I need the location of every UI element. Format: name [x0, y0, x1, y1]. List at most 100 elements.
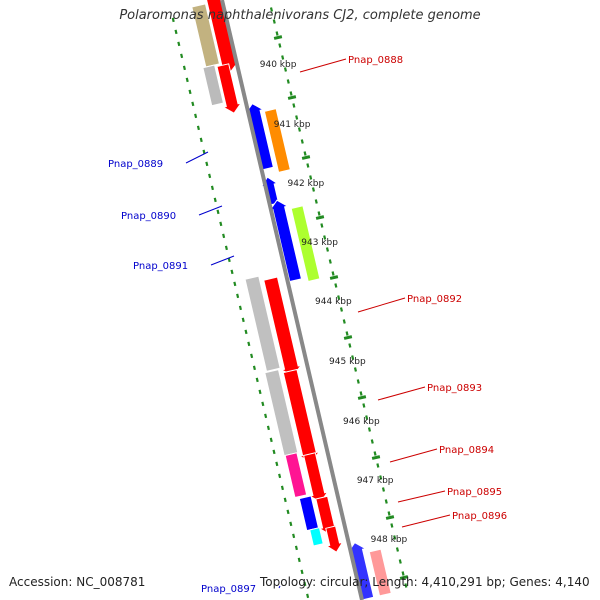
tick-dot — [244, 329, 248, 335]
tick-dot — [182, 65, 186, 71]
tick-dot — [348, 343, 352, 348]
tick-dot — [216, 209, 220, 215]
tick-dot — [295, 115, 299, 120]
tick-dot — [219, 221, 223, 227]
tick-dot — [283, 67, 288, 72]
genome-backbone — [220, 0, 364, 600]
tick-dot — [384, 499, 388, 504]
tick-dot — [404, 583, 408, 588]
tick-dot — [351, 355, 355, 360]
tick-dot — [356, 379, 360, 384]
tick-dot — [210, 185, 214, 191]
tick-dot — [199, 137, 203, 143]
tick-dot — [278, 473, 282, 479]
kbp-label: 940 kbp — [260, 60, 297, 70]
tick-dot — [272, 449, 276, 455]
gene-feature — [284, 452, 308, 499]
gene-feature — [368, 548, 392, 597]
tick-dot — [188, 89, 192, 95]
gene-label: Pnap_0896 — [452, 511, 507, 522]
tick-dot — [258, 389, 262, 395]
tick-dot — [379, 475, 383, 480]
kbp-label: 946 kbp — [343, 417, 380, 427]
gene-feature — [325, 525, 344, 553]
kbp-label: 944 kbp — [315, 297, 352, 307]
tick-dot — [401, 571, 405, 576]
tick-dot — [269, 437, 273, 443]
kbp-label: 945 kbp — [329, 357, 366, 367]
tick-dot — [283, 497, 287, 503]
backbone-line — [220, 0, 364, 600]
tick-dot — [331, 271, 335, 276]
tick-dot — [294, 545, 298, 551]
tick-dot — [317, 211, 321, 216]
tick-dot — [278, 43, 282, 48]
tick-dot — [205, 161, 209, 167]
tick-dot — [314, 199, 318, 204]
tick-dot — [303, 151, 307, 156]
tick-dot — [222, 233, 226, 239]
tick-dot — [196, 125, 200, 131]
tick-dot — [255, 377, 259, 383]
tick-dot — [328, 259, 332, 264]
tick-dot — [250, 353, 254, 359]
tick-dot — [264, 413, 268, 419]
tick-dot — [300, 139, 304, 144]
tick-dot — [185, 77, 189, 83]
gene-feature — [309, 527, 324, 547]
label-leader — [357, 297, 406, 313]
tick-dot — [292, 103, 296, 108]
tick-dot — [171, 17, 175, 23]
kbp-scale: 940 kbp 941 kbp 942 kbp 943 kbp 944 kbp 945 k… — [260, 60, 408, 545]
tick-dot — [286, 509, 290, 515]
gene-label: Pnap_0889 — [108, 159, 163, 170]
label-leader — [377, 386, 426, 401]
tick-dot — [306, 163, 310, 168]
major-tick — [343, 335, 353, 340]
tick-dot — [241, 317, 245, 323]
major-tick — [315, 215, 325, 220]
tick-dot — [323, 235, 327, 240]
tick-dot — [367, 427, 372, 432]
tick-dot — [194, 113, 198, 119]
tick-dot — [303, 581, 307, 587]
tick-dot — [233, 281, 237, 287]
tick-dot — [381, 487, 386, 492]
label-leader — [299, 58, 347, 73]
gene-feature — [315, 495, 339, 536]
tick-dot — [208, 173, 212, 179]
tick-dot — [345, 331, 349, 336]
tick-dot — [373, 451, 377, 456]
gene-label: Pnap_0891 — [133, 261, 188, 272]
kbp-label: 947 kbp — [357, 476, 394, 486]
label-leader — [278, 585, 281, 589]
major-tick — [329, 275, 339, 280]
label-leader — [401, 514, 451, 528]
tick-dot — [247, 341, 251, 347]
gene-feature — [290, 205, 321, 283]
tick-dot — [261, 401, 265, 407]
tick-dot — [177, 41, 181, 47]
tick-dot — [311, 187, 316, 192]
major-tick — [287, 95, 297, 100]
gene-feature — [264, 368, 299, 457]
gene-feature — [298, 495, 320, 532]
tick-dot — [286, 79, 290, 84]
label-leader — [389, 448, 438, 463]
tick-dot — [297, 557, 301, 563]
tick-dot — [359, 391, 363, 396]
map-title: Polaromonas naphthalenivorans CJ2, compl… — [119, 8, 481, 23]
gene-label: Pnap_0894 — [439, 445, 494, 456]
tick-dot — [191, 101, 195, 107]
tick-dot — [337, 295, 341, 300]
tick-dot — [272, 19, 276, 24]
label-leader — [397, 490, 446, 503]
label-leader — [185, 151, 209, 164]
tick-dot — [281, 55, 285, 60]
kbp-label: 941 kbp — [274, 120, 311, 130]
tick-dot — [306, 593, 310, 599]
gene-label: Pnap_0892 — [407, 294, 462, 305]
major-tick — [385, 515, 395, 520]
tick-dot — [230, 269, 234, 275]
